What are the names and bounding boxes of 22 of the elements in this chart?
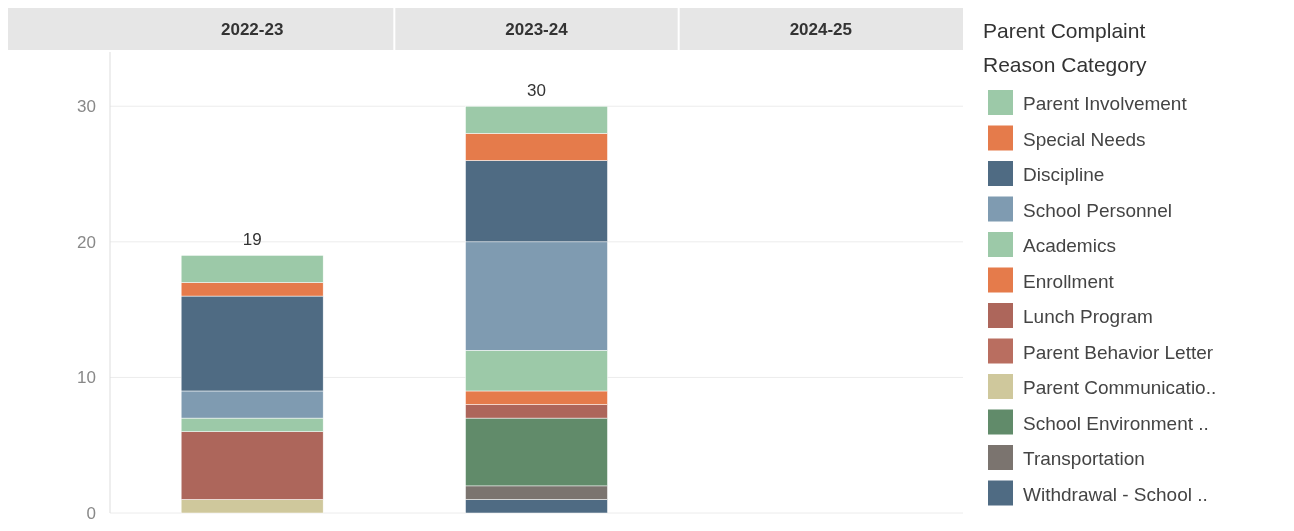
y-tick-label: 30 [77,97,96,117]
y-tick-label: 20 [77,232,96,252]
legend-label: Academics [1023,235,1116,256]
legend-label: Withdrawal - School .. [1023,483,1208,505]
legend-label: Parent Involvement [1023,93,1188,114]
legend-label: Transportation [1023,448,1145,469]
total-label: 19 [242,230,262,250]
legend-label: Special Needs [1023,128,1146,150]
total-label: 30 [527,81,546,101]
y-tick-label: 0 [86,504,96,523]
legend-label: Discipline [1023,164,1105,185]
x-tick-label: 2023-24 [505,20,569,39]
legend-label: School Environment .. [1023,412,1209,434]
legend-label: School Personnel [1023,199,1172,221]
legend-title: Parent Complaint Reason Category [983,19,1147,76]
legend-label: Parent Behavior Letter [1023,341,1214,363]
legend-label: Parent Communicatio.. [1023,377,1217,398]
legend-label: Lunch Program [1023,306,1153,327]
x-tick-label: 2022-23 [220,20,284,39]
y-tick-label: 10 [77,368,96,388]
legend-label: Enrollment [1023,270,1115,292]
x-tick-label: 2024-25 [789,20,853,39]
